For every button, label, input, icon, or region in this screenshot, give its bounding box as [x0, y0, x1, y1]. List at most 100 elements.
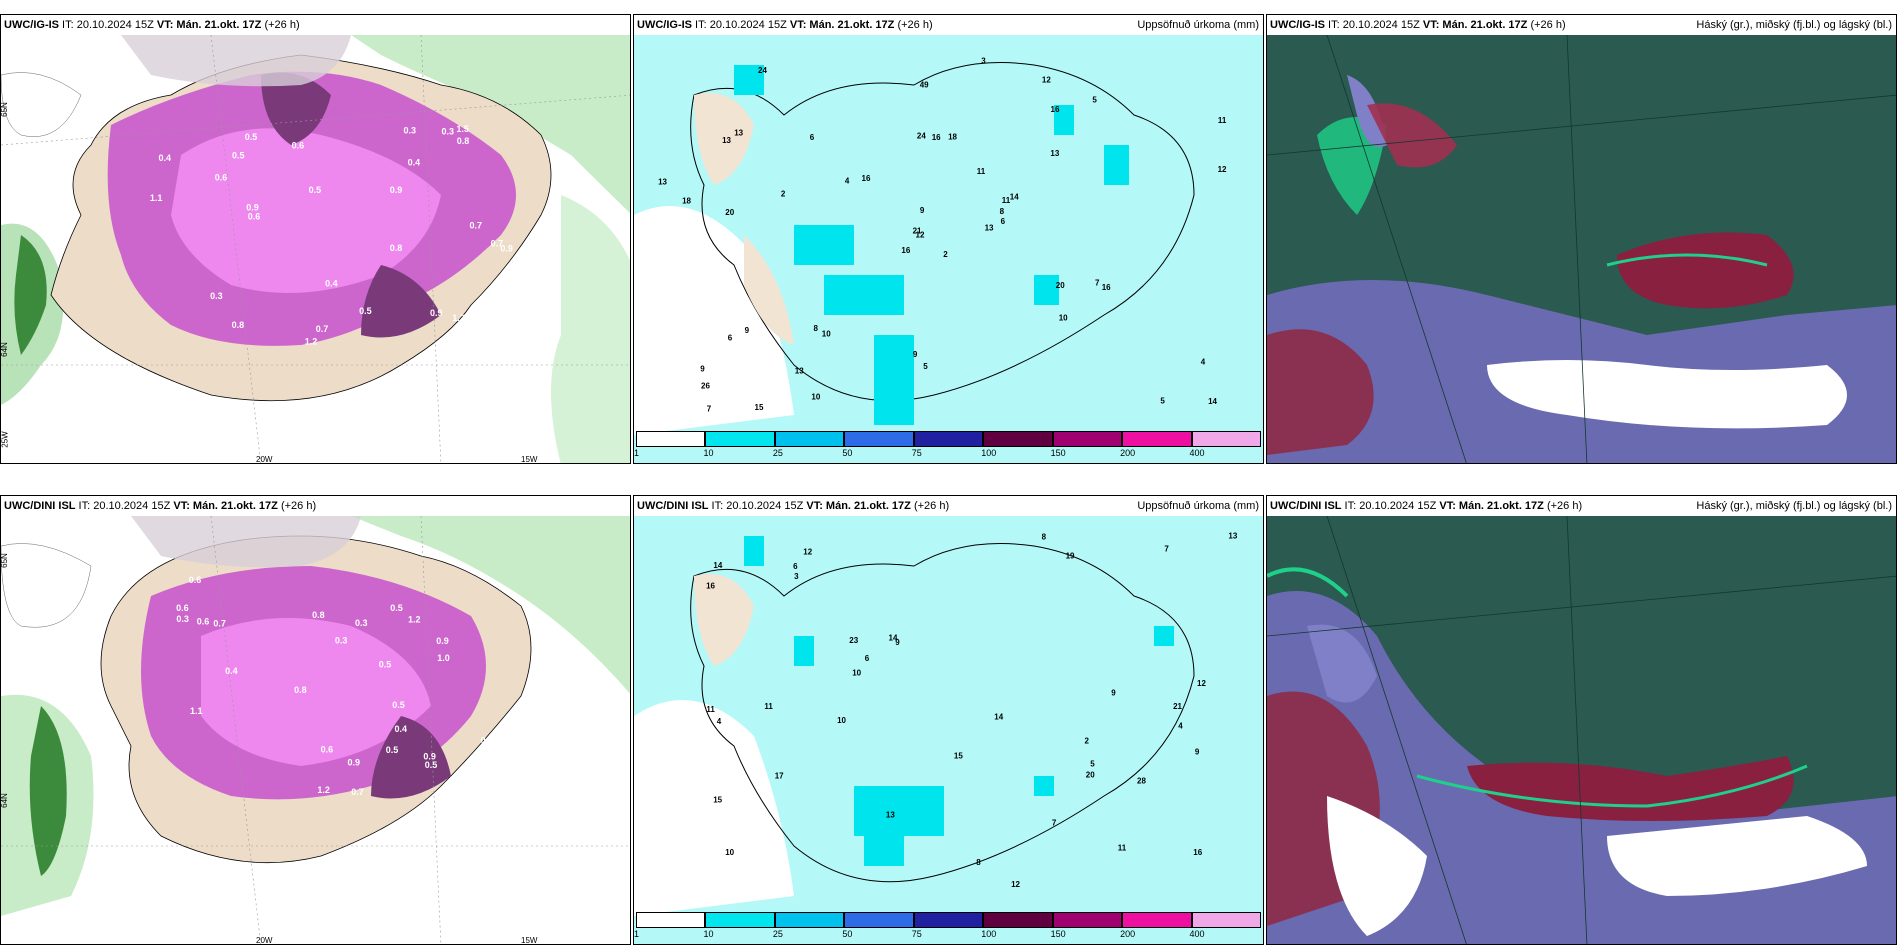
field-label: Uppsöfnuð úrkoma (mm) [1137, 19, 1259, 31]
map-value-label: 11 [706, 705, 715, 714]
map-value-label: 10 [822, 329, 831, 338]
colorbar-swatch [636, 912, 706, 928]
map-value-label: 16 [1102, 283, 1111, 292]
lon-label: 20W [256, 455, 273, 464]
panel-top-right-cloud-map: UWC/IG-IS IT: 20.10.2024 15Z VT: Mán. 21… [1266, 14, 1897, 464]
map-value-label: 0.3 [355, 618, 368, 628]
model-name: UWC/DINI ISL [4, 500, 76, 512]
model-name: UWC/IG-IS [4, 19, 59, 31]
map-value-label: 0.7 [316, 324, 329, 334]
map-value-label: 0.4 [225, 666, 238, 676]
map-value-label: 8 [814, 324, 819, 333]
map-value-label: 9 [745, 326, 750, 335]
map-value-label: 1.1 [190, 706, 203, 716]
map-value-label: 15 [755, 403, 764, 412]
colorbar-swatch [1052, 431, 1123, 447]
map-value-label: 14 [889, 634, 898, 643]
map-value-label: 8 [1000, 207, 1005, 216]
init-time: IT: 20.10.2024 15Z [59, 19, 157, 31]
map-value-label: 10 [837, 716, 846, 725]
map-value-label: 13 [886, 811, 895, 820]
colorbar-tick: 25 [772, 929, 783, 939]
map-value-label: 5 [1160, 397, 1165, 406]
map-value-label: 16 [862, 174, 871, 183]
map-value-label: 15 [713, 796, 722, 805]
map-value-label: 0.5 [392, 700, 405, 710]
map-value-label: 20 [1086, 771, 1095, 780]
map-value-label: 10 [725, 848, 734, 857]
map-value-label: 0.3 [335, 636, 348, 646]
map-value-label: 0.5 [245, 132, 258, 142]
map-value-label: 9 [913, 350, 918, 359]
colorbar-swatch [1122, 431, 1192, 447]
valid-time: VT: Mán. 21.okt. 17Z [789, 19, 895, 31]
map-value-label: 12 [1042, 76, 1051, 85]
lat-label: 64N [0, 342, 9, 357]
map-value-label: 6 [793, 562, 798, 571]
map-value-label: 6 [1001, 217, 1006, 226]
colorbar: 1 10 25 50 75 100 150 200 400 [634, 431, 1261, 461]
colorbar-swatch [1052, 912, 1123, 928]
map-value-label: 0.7 [481, 735, 494, 745]
panel-bot-right-cloud-map: UWC/DINI ISL IT: 20.10.2024 15Z VT: Mán.… [1266, 495, 1897, 945]
map-value-label: 12 [1011, 880, 1020, 889]
colorbar-swatch [844, 912, 914, 928]
map-value-label: 0.4 [159, 153, 172, 163]
map-value-label: 19 [1066, 551, 1075, 560]
map-value-label: 1.2 [305, 336, 318, 346]
map-value-label: 20 [725, 208, 734, 217]
map-value-label: 13 [795, 366, 804, 375]
map-value-label: 0.8 [294, 685, 307, 695]
map-value-label: 3 [794, 572, 799, 581]
lat-label: 64N [0, 793, 9, 808]
map-value-label: 1.2 [317, 785, 330, 795]
map-value-label: 0.9 [423, 752, 436, 762]
map-value-label: 0.8 [390, 243, 403, 253]
colorbar-tick: 25 [772, 448, 783, 458]
map-value-label: 1.1 [150, 193, 163, 203]
init-time: IT: 20.10.2024 15Z [692, 19, 790, 31]
panel-header: UWC/DINI ISL IT: 20.10.2024 15Z VT: Mán.… [1267, 496, 1896, 516]
map-value-label: 5 [1092, 96, 1097, 105]
valid-time: VT: Mán. 21.okt. 17Z [156, 19, 262, 31]
map-value-label: 0.9 [348, 757, 361, 767]
map-value-label: 2 [1085, 736, 1090, 745]
colorbar-tick: 400 [1189, 929, 1205, 939]
colorbar-swatch [1122, 912, 1192, 928]
map-value-label: 0.5 [232, 151, 245, 161]
lon-label: 15W [521, 455, 538, 464]
lon-label: 20W [256, 936, 273, 945]
map-value-label: 7 [1164, 545, 1169, 554]
map-value-label: 12 [1218, 165, 1227, 174]
colorbar-swatch [913, 912, 984, 928]
map-value-label: 0.3 [176, 614, 189, 624]
panel-header: UWC/IG-IS IT: 20.10.2024 15Z VT: Mán. 21… [1267, 15, 1896, 35]
colorbar: 1 10 25 50 75 100 150 200 400 [634, 912, 1261, 942]
map-value-label: 3 [981, 57, 986, 66]
map-value-label: 16 [1051, 105, 1060, 114]
colorbar-swatch [1191, 912, 1261, 928]
map-value-label: 5 [1090, 760, 1095, 769]
map-value-label: 0.4 [395, 724, 408, 734]
map-value-label: 0.5 [359, 306, 372, 316]
map-value-label: 14 [1208, 397, 1217, 406]
valid-time: VT: Mán. 21.okt. 17Z [173, 500, 278, 512]
model-name: UWC/DINI ISL [1270, 500, 1342, 512]
map-value-label: 4 [1201, 358, 1206, 367]
init-time: IT: 20.10.2024 15Z [1325, 19, 1423, 31]
map-value-label: 13 [985, 223, 994, 232]
lead-time: (+26 h) [261, 19, 300, 31]
map-value-label: 5 [923, 362, 928, 371]
map-value-label: 11 [977, 167, 986, 176]
map-value-label: 0.9 [430, 308, 443, 318]
lead-time: (+26 h) [1543, 500, 1583, 512]
map-value-label: 21 [1173, 702, 1182, 711]
map-value-label: 13 [1228, 532, 1237, 541]
precipitation-map: 2410129111519231216111416131215141417137… [634, 516, 1263, 944]
map-value-label: 24 [917, 132, 926, 141]
colorbar-tick: 10 [703, 929, 714, 939]
model-name: UWC/IG-IS [637, 19, 692, 31]
precipitation-map: 2131291110121816132414201116131524119162… [634, 35, 1263, 463]
map-value-label: 0.5 [309, 185, 322, 195]
init-time: IT: 20.10.2024 15Z [1341, 500, 1440, 512]
